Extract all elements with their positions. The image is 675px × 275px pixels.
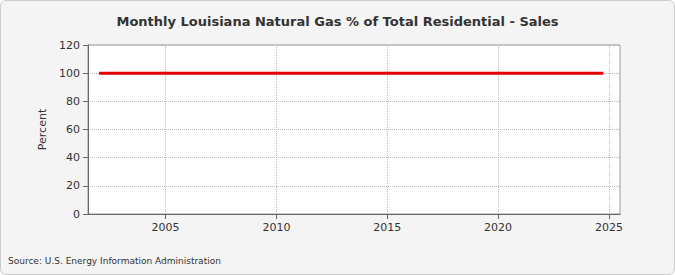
svg-text:2025: 2025 <box>595 221 623 234</box>
svg-text:2015: 2015 <box>373 221 401 234</box>
svg-text:Percent: Percent <box>36 108 49 150</box>
svg-text:120: 120 <box>59 39 80 52</box>
svg-text:20: 20 <box>66 179 80 192</box>
svg-text:40: 40 <box>66 151 80 164</box>
svg-text:Monthly Louisiana Natural Gas: Monthly Louisiana Natural Gas % of Total… <box>116 14 558 29</box>
svg-text:80: 80 <box>66 95 80 108</box>
svg-text:Source: U.S. Energy Informatio: Source: U.S. Energy Information Administ… <box>8 256 221 266</box>
svg-text:2010: 2010 <box>262 221 290 234</box>
svg-text:0: 0 <box>73 208 80 221</box>
svg-text:2020: 2020 <box>484 221 512 234</box>
svg-text:60: 60 <box>66 123 80 136</box>
svg-text:100: 100 <box>59 67 80 80</box>
svg-text:2005: 2005 <box>152 221 180 234</box>
